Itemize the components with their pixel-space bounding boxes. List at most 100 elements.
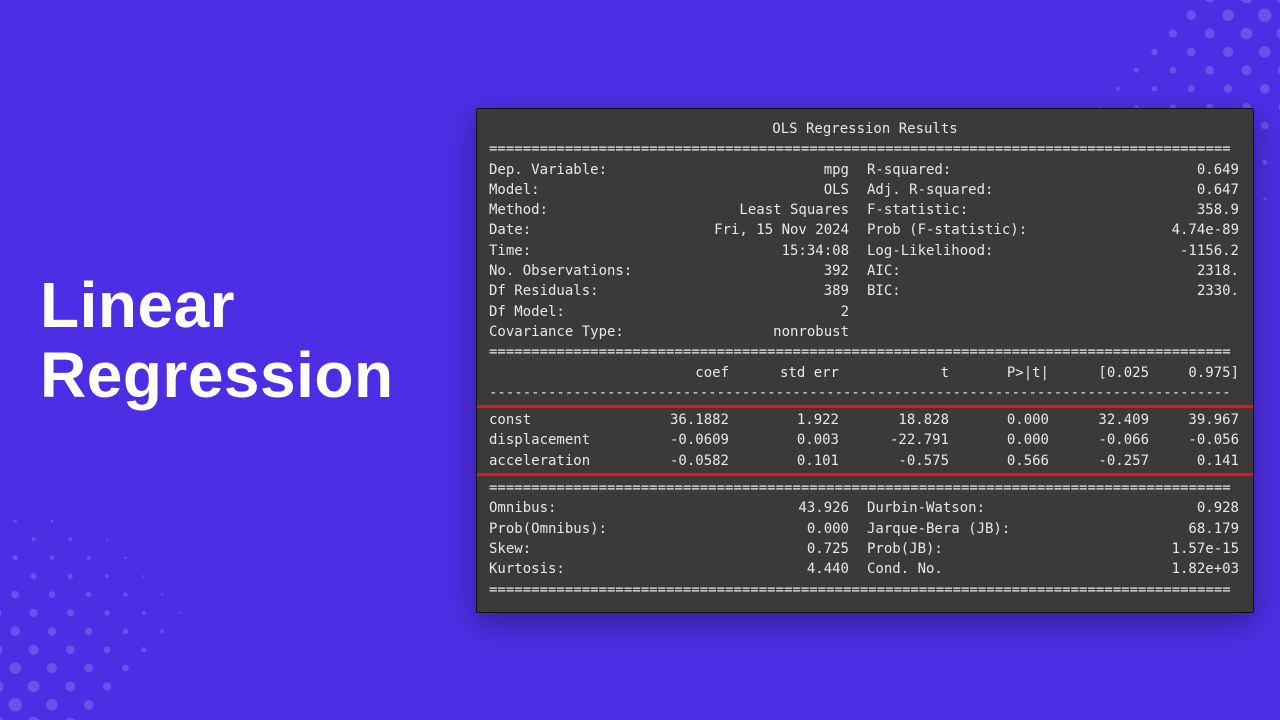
diag-right-value: 1.82e+03 [1059, 559, 1239, 579]
rule-mid1: ========================================… [489, 342, 1241, 362]
decorative-dots-bottom-left [0, 500, 320, 720]
summary-right-label [849, 302, 1039, 322]
summary-left-label: Df Model: [489, 302, 639, 322]
coef-row-value: 0.000 [949, 430, 1049, 450]
coef-row-value: -0.0582 [629, 451, 729, 471]
summary-left-value: 15:34:08 [639, 241, 849, 261]
coef-row-value: 0.000 [949, 410, 1049, 430]
summary-left-value: 392 [639, 261, 849, 281]
coef-header-cell: P>|t| [949, 363, 1049, 383]
diag-left-value: 0.000 [669, 519, 849, 539]
coef-highlight-box: const36.18821.92218.8280.00032.40939.967… [477, 405, 1253, 476]
summary-right-label: Adj. R-squared: [849, 180, 1039, 200]
summary-right-label: AIC: [849, 261, 1039, 281]
ols-title: OLS Regression Results [489, 119, 1241, 139]
diag-left-value: 4.440 [669, 559, 849, 579]
coef-row-value: 0.141 [1149, 451, 1239, 471]
coef-row-value: -0.257 [1049, 451, 1149, 471]
diag-right-label: Cond. No. [849, 559, 1059, 579]
coef-row: acceleration-0.05820.101-0.5750.566-0.25… [489, 451, 1241, 471]
diag-right-label: Jarque-Bera (JB): [849, 519, 1059, 539]
summary-left-value: 2 [639, 302, 849, 322]
ols-diagnostics-table: Omnibus:43.926Durbin-Watson:0.928 Prob(Om… [489, 498, 1241, 579]
diag-right-value: 0.928 [1059, 498, 1239, 518]
diag-left-label: Skew: [489, 539, 669, 559]
diag-left-label: Omnibus: [489, 498, 669, 518]
slide-title-line2: Regression [40, 340, 394, 410]
coef-header-cell: 0.975] [1149, 363, 1239, 383]
coef-header-cell: t [839, 363, 949, 383]
summary-left-label: Covariance Type: [489, 322, 639, 342]
coef-header-cell: std err [729, 363, 839, 383]
summary-right-value [1039, 302, 1239, 322]
diag-right-value: 1.57e-15 [1059, 539, 1239, 559]
summary-right-value: 0.649 [1039, 160, 1239, 180]
summary-right-value: -1156.2 [1039, 241, 1239, 261]
summary-left-value: Fri, 15 Nov 2024 [639, 220, 849, 240]
ols-summary-table: Dep. Variable:mpgR-squared:0.649 Model:OL… [489, 160, 1241, 343]
summary-left-label: Method: [489, 200, 639, 220]
diag-right-label: Durbin-Watson: [849, 498, 1059, 518]
coef-row-value: 32.409 [1049, 410, 1149, 430]
coef-row-value: 0.101 [729, 451, 839, 471]
summary-left-value: mpg [639, 160, 849, 180]
coef-row-value: 36.1882 [629, 410, 729, 430]
diag-left-label: Kurtosis: [489, 559, 669, 579]
diag-right-value: 68.179 [1059, 519, 1239, 539]
summary-left-value: 389 [639, 281, 849, 301]
rule-mid2: ========================================… [489, 478, 1241, 498]
rule-bottom: ========================================… [489, 580, 1241, 600]
summary-left-label: Date: [489, 220, 639, 240]
diag-right-label: Prob(JB): [849, 539, 1059, 559]
summary-right-value: 2330. [1039, 281, 1239, 301]
rule-top: ========================================… [489, 139, 1241, 159]
summary-right-value [1039, 322, 1239, 342]
summary-right-value: 0.647 [1039, 180, 1239, 200]
summary-right-label: F-statistic: [849, 200, 1039, 220]
coef-row-value: -0.0609 [629, 430, 729, 450]
coef-row-value: -22.791 [839, 430, 949, 450]
diag-left-label: Prob(Omnibus): [489, 519, 669, 539]
diag-left-value: 0.725 [669, 539, 849, 559]
coef-row: displacement-0.06090.003-22.7910.000-0.0… [489, 430, 1241, 450]
coef-row-value: 39.967 [1149, 410, 1239, 430]
summary-left-label: No. Observations: [489, 261, 639, 281]
diag-left-value: 43.926 [669, 498, 849, 518]
terminal-ols-output: OLS Regression Results =================… [476, 108, 1254, 613]
coef-row-name: const [489, 410, 629, 430]
coef-row-value: 0.003 [729, 430, 839, 450]
dash-line: ----------------------------------------… [489, 383, 1241, 403]
summary-right-value: 358.9 [1039, 200, 1239, 220]
summary-left-label: Time: [489, 241, 639, 261]
coef-row-value: 0.566 [949, 451, 1049, 471]
coef-row: const36.18821.92218.8280.00032.40939.967 [489, 410, 1241, 430]
coef-header-cell: coef [629, 363, 729, 383]
summary-right-label [849, 322, 1039, 342]
summary-left-label: Df Residuals: [489, 281, 639, 301]
coef-row-value: 1.922 [729, 410, 839, 430]
coef-header-cell: [0.025 [1049, 363, 1149, 383]
slide: Linear Regression OLS Regression Results… [0, 0, 1280, 720]
summary-right-label: R-squared: [849, 160, 1039, 180]
summary-left-label: Model: [489, 180, 639, 200]
coef-row-name: displacement [489, 430, 629, 450]
summary-right-label: Log-Likelihood: [849, 241, 1039, 261]
slide-title: Linear Regression [40, 270, 394, 411]
summary-left-label: Dep. Variable: [489, 160, 639, 180]
summary-right-label: Prob (F-statistic): [849, 220, 1039, 240]
coef-row-value: -0.575 [839, 451, 949, 471]
summary-left-value: OLS [639, 180, 849, 200]
coef-header-cell [489, 363, 629, 383]
coef-row-name: acceleration [489, 451, 629, 471]
summary-left-value: nonrobust [639, 322, 849, 342]
coef-rows: const36.18821.92218.8280.00032.40939.967… [489, 410, 1241, 471]
coef-row-value: -0.056 [1149, 430, 1239, 450]
summary-left-value: Least Squares [639, 200, 849, 220]
summary-right-value: 2318. [1039, 261, 1239, 281]
coef-row-value: -0.066 [1049, 430, 1149, 450]
summary-right-label: BIC: [849, 281, 1039, 301]
coef-row-value: 18.828 [839, 410, 949, 430]
summary-right-value: 4.74e-89 [1039, 220, 1239, 240]
coef-header-row: coefstd errtP>|t|[0.0250.975] [489, 363, 1241, 383]
slide-title-line1: Linear [40, 270, 394, 340]
